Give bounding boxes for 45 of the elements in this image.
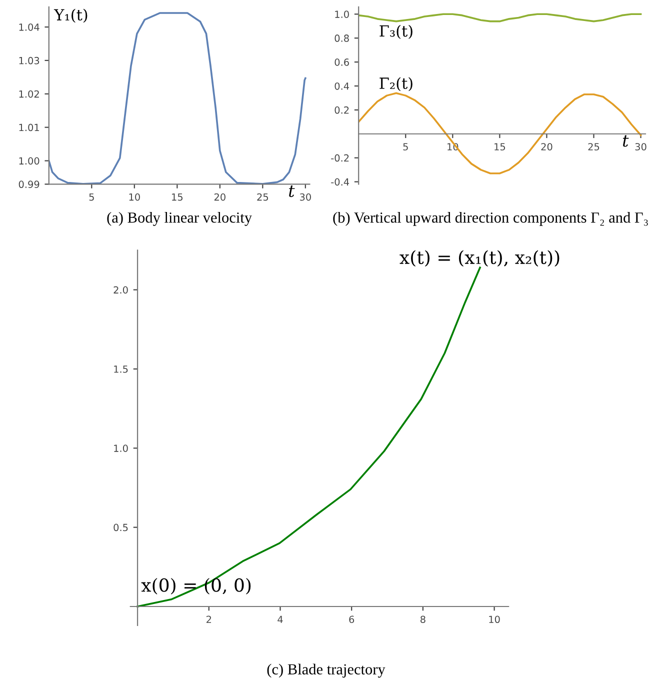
x-tick-label: 30 — [635, 143, 646, 150]
x-tick-label: 5 — [403, 143, 408, 150]
x-tick-label: 5 — [89, 194, 94, 201]
x-tick-label: 6 — [349, 616, 354, 624]
x-axis-title: t — [289, 186, 295, 198]
y-tick-label: -0.4 — [331, 178, 350, 186]
x-tick-label: 20 — [214, 193, 226, 201]
x-tick-label: 10 — [129, 193, 140, 201]
text: (c) Blade trajectory — [267, 664, 386, 678]
y-tick-label: 1.00 — [19, 157, 40, 165]
x-axis-title: t — [622, 135, 629, 147]
y-tick-label: 1.03 — [19, 56, 40, 64]
text: (b) Vertical upward direction components Γ₂ and Γ₃ — [333, 212, 648, 226]
x-tick-label: 10 — [489, 616, 500, 624]
x-tick-label: 25 — [588, 143, 600, 150]
annotation: x(t) = (x₁(t), x₂(t)) — [400, 250, 560, 267]
x-tick-label: 20 — [541, 143, 552, 150]
text: (a) Body linear velocity — [107, 212, 252, 226]
y-tick-label: 0.8 — [334, 34, 349, 42]
x-tick-label: 30 — [300, 193, 311, 201]
x-tick-label: 2 — [206, 616, 212, 623]
line-series — [136, 266, 481, 608]
y-tick-label: 1.02 — [19, 90, 39, 98]
line-series — [358, 13, 642, 22]
x-tick-label: 4 — [278, 616, 283, 623]
y-tick-label: 2.0 — [114, 286, 128, 294]
y-tick-label: 0.4 — [334, 82, 350, 90]
y-tick-label: 1.01 — [19, 124, 39, 132]
y-tick-label: 0.2 — [334, 106, 349, 114]
y-tick-label: 0.99 — [18, 180, 40, 188]
x-tick-label: 15 — [172, 194, 182, 201]
y-tick-label: 1.04 — [19, 23, 40, 31]
y-tick-label: 0.5 — [114, 524, 128, 532]
x-tick-label: 8 — [420, 616, 426, 624]
y-axis-title: Y₁(t) — [54, 8, 88, 23]
x-tick-label: 25 — [257, 193, 268, 201]
x-tick-label: 15 — [494, 143, 506, 150]
series-label: Γ₃(t) — [380, 24, 412, 39]
y-tick-label: 1.0 — [114, 444, 128, 452]
annotation: x(0) = (0, 0) — [141, 578, 251, 594]
y-tick-label: -0.2 — [331, 154, 349, 162]
y-tick-label: 1.5 — [114, 366, 128, 373]
y-tick-label: 1.0 — [335, 10, 349, 18]
y-tick-label: 0.6 — [334, 58, 349, 66]
series-label: Γ₂(t) — [380, 77, 412, 92]
